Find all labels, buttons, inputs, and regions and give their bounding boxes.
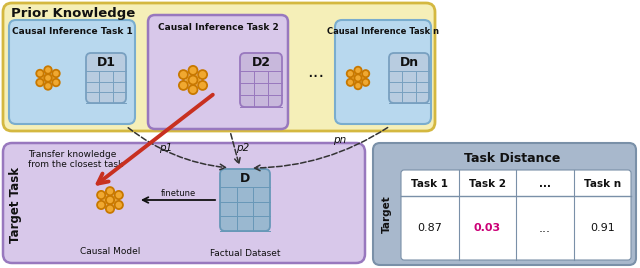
Circle shape bbox=[52, 79, 60, 86]
FancyBboxPatch shape bbox=[86, 53, 126, 103]
FancyBboxPatch shape bbox=[373, 143, 636, 265]
Text: Causal Inference Task 2: Causal Inference Task 2 bbox=[157, 23, 278, 32]
Circle shape bbox=[106, 187, 114, 195]
Circle shape bbox=[115, 201, 123, 209]
Circle shape bbox=[189, 76, 198, 84]
Circle shape bbox=[44, 74, 52, 82]
FancyBboxPatch shape bbox=[3, 143, 365, 263]
Circle shape bbox=[97, 201, 106, 209]
Text: Target: Target bbox=[382, 195, 392, 233]
Circle shape bbox=[355, 67, 362, 74]
Text: Factual Dataset: Factual Dataset bbox=[210, 248, 280, 258]
Circle shape bbox=[362, 70, 369, 77]
Text: D1: D1 bbox=[97, 56, 115, 69]
Circle shape bbox=[115, 191, 123, 199]
Text: Task n: Task n bbox=[584, 179, 621, 189]
Text: 0.87: 0.87 bbox=[417, 223, 442, 233]
Circle shape bbox=[44, 66, 52, 74]
FancyBboxPatch shape bbox=[220, 169, 270, 231]
Text: D: D bbox=[240, 172, 250, 185]
Circle shape bbox=[179, 81, 188, 90]
Text: ...: ... bbox=[539, 179, 551, 189]
Circle shape bbox=[362, 79, 369, 86]
Text: Causal Model: Causal Model bbox=[80, 248, 140, 256]
Text: Transfer knowledge
from the closest task: Transfer knowledge from the closest task bbox=[28, 150, 124, 169]
Text: 0.03: 0.03 bbox=[474, 223, 501, 233]
Text: D2: D2 bbox=[252, 56, 271, 69]
Circle shape bbox=[106, 205, 114, 213]
Circle shape bbox=[198, 81, 207, 90]
Text: 0.91: 0.91 bbox=[590, 223, 614, 233]
Circle shape bbox=[44, 82, 52, 90]
Circle shape bbox=[179, 70, 188, 79]
Text: Task 1: Task 1 bbox=[412, 179, 448, 189]
Text: Dn: Dn bbox=[399, 56, 419, 69]
Circle shape bbox=[106, 196, 114, 204]
FancyBboxPatch shape bbox=[335, 20, 431, 124]
Circle shape bbox=[36, 79, 44, 86]
Text: Task 2: Task 2 bbox=[468, 179, 506, 189]
Text: p2: p2 bbox=[236, 143, 250, 153]
Text: Prior Knowledge: Prior Knowledge bbox=[11, 8, 135, 20]
Text: p1: p1 bbox=[159, 143, 173, 153]
Text: Causal Inference Task n: Causal Inference Task n bbox=[327, 27, 439, 35]
FancyBboxPatch shape bbox=[9, 20, 135, 124]
Text: ...: ... bbox=[307, 63, 324, 81]
Circle shape bbox=[347, 70, 354, 77]
FancyBboxPatch shape bbox=[3, 3, 435, 131]
Text: Task Distance: Task Distance bbox=[464, 152, 561, 166]
Text: finetune: finetune bbox=[161, 188, 196, 198]
Text: ...: ... bbox=[539, 221, 551, 234]
FancyBboxPatch shape bbox=[389, 53, 429, 103]
Circle shape bbox=[97, 191, 106, 199]
FancyBboxPatch shape bbox=[148, 15, 288, 129]
Circle shape bbox=[355, 82, 362, 89]
Circle shape bbox=[189, 85, 198, 94]
Circle shape bbox=[355, 75, 362, 81]
FancyBboxPatch shape bbox=[240, 53, 282, 107]
Circle shape bbox=[198, 70, 207, 79]
Circle shape bbox=[189, 66, 198, 75]
Text: Target Task: Target Task bbox=[10, 167, 22, 243]
Text: Causal Inference Task 1: Causal Inference Task 1 bbox=[12, 27, 132, 35]
Circle shape bbox=[52, 70, 60, 77]
FancyBboxPatch shape bbox=[401, 170, 631, 260]
Circle shape bbox=[347, 79, 354, 86]
Text: pn: pn bbox=[333, 135, 347, 145]
Circle shape bbox=[36, 70, 44, 77]
